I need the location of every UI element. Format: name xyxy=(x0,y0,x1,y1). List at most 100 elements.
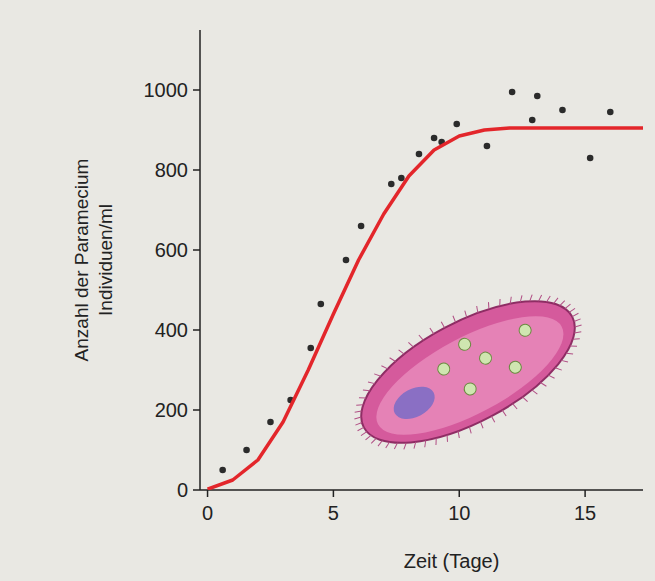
x-tick-label: 10 xyxy=(448,502,470,524)
cilium xyxy=(491,416,494,422)
cell-body xyxy=(340,272,595,471)
point xyxy=(398,175,405,182)
cilium xyxy=(561,358,568,365)
y-axis-title: Anzahl der ParameciumIndividuen/ml xyxy=(71,159,116,362)
y-axis-title-line: Anzahl der Paramecium xyxy=(71,159,92,362)
cilium xyxy=(528,295,535,302)
vacuole xyxy=(436,361,452,377)
cilium xyxy=(365,435,372,440)
point xyxy=(453,121,460,128)
x-tick xyxy=(459,490,461,497)
cilium xyxy=(540,381,546,388)
cilium xyxy=(523,396,528,403)
cilium xyxy=(355,409,362,414)
chart: 05101502004006008001000Zeit (Tage)Anzahl… xyxy=(0,0,655,581)
cilium xyxy=(555,366,562,373)
cilium xyxy=(430,328,434,334)
cilium xyxy=(497,299,503,306)
cilium xyxy=(445,435,451,442)
point xyxy=(358,223,365,230)
cilium xyxy=(574,318,581,322)
point xyxy=(416,151,423,158)
cilium xyxy=(537,295,544,301)
y-tick-label: 800 xyxy=(155,159,188,181)
cilium xyxy=(363,387,370,393)
x-tick-label: 5 xyxy=(328,502,339,524)
point xyxy=(388,181,395,188)
y-tick-label: 1000 xyxy=(144,79,189,101)
y-tick xyxy=(193,169,200,171)
x-tick-label: 15 xyxy=(574,502,596,524)
x-axis-title: Zeit (Tage) xyxy=(404,550,500,572)
cilium xyxy=(548,373,554,380)
nucleus xyxy=(388,380,440,425)
x-tick xyxy=(584,490,586,497)
cilium xyxy=(475,306,480,313)
vacuole xyxy=(507,359,523,375)
x-tick xyxy=(333,490,335,497)
vacuole xyxy=(477,350,493,366)
point xyxy=(267,419,274,426)
point xyxy=(243,447,250,454)
point xyxy=(318,301,325,308)
cilium xyxy=(358,427,364,430)
cilium xyxy=(354,416,361,421)
y-tick-label: 400 xyxy=(155,319,188,341)
point xyxy=(509,89,516,96)
point xyxy=(484,143,491,150)
cilium xyxy=(486,302,492,309)
cilium xyxy=(408,341,413,348)
cilium xyxy=(355,422,362,426)
vacuole xyxy=(517,322,533,338)
cilium xyxy=(532,388,538,395)
y-tick xyxy=(193,89,200,91)
cilium xyxy=(463,311,468,318)
cilium xyxy=(456,431,461,438)
y-tick xyxy=(193,489,200,491)
cilium xyxy=(570,343,577,349)
y-axis xyxy=(199,30,201,490)
cilium xyxy=(377,441,384,447)
cilium xyxy=(402,443,409,450)
point xyxy=(534,93,541,100)
y-tick xyxy=(193,249,200,251)
cilium xyxy=(359,395,366,401)
cilium xyxy=(412,442,419,449)
cilium xyxy=(502,410,506,416)
point xyxy=(343,257,350,264)
x-axis xyxy=(200,489,643,491)
y-tick xyxy=(193,409,200,411)
vacuole xyxy=(457,336,473,352)
y-tick-label: 600 xyxy=(155,239,188,261)
cilium xyxy=(468,427,473,434)
x-tick xyxy=(207,490,209,497)
cilium xyxy=(566,350,573,356)
cilium xyxy=(381,364,387,371)
cilium xyxy=(433,438,439,445)
cilium xyxy=(392,443,399,449)
data-layer xyxy=(208,89,643,490)
cilium xyxy=(374,372,381,379)
cilium xyxy=(419,334,424,341)
cilium xyxy=(559,301,566,306)
cilium xyxy=(370,438,377,443)
cilium xyxy=(572,313,578,316)
cilium xyxy=(368,379,375,386)
point xyxy=(219,467,226,474)
curve xyxy=(208,128,643,489)
cilium xyxy=(422,440,428,447)
cilium xyxy=(564,304,571,309)
cilium xyxy=(441,322,444,328)
point xyxy=(431,135,438,142)
cilium xyxy=(518,295,525,302)
cilium xyxy=(390,356,396,363)
point xyxy=(529,117,536,124)
cilium xyxy=(399,349,405,356)
cilium xyxy=(573,336,580,342)
cilium xyxy=(513,403,518,410)
cilium xyxy=(545,296,552,302)
cell-inner xyxy=(360,293,579,458)
cilium xyxy=(356,402,363,408)
illustration xyxy=(331,263,605,481)
cilium xyxy=(480,422,484,428)
